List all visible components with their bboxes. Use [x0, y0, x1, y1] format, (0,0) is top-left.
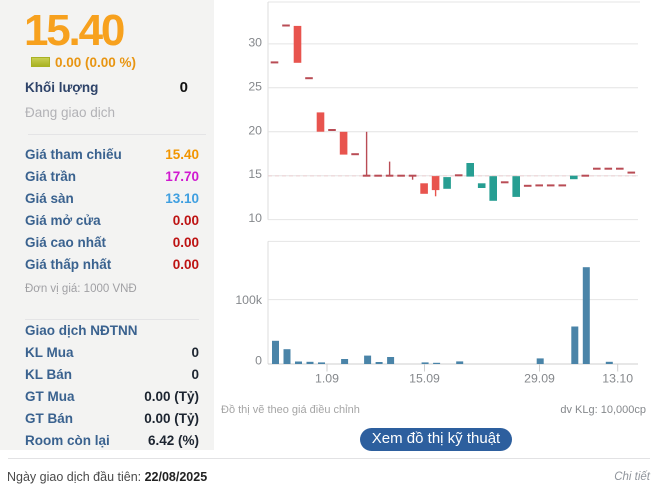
svg-text:30: 30 — [248, 35, 262, 49]
svg-text:15.09: 15.09 — [409, 372, 440, 386]
svg-text:20: 20 — [248, 123, 262, 137]
svg-text:10: 10 — [248, 211, 262, 225]
svg-text:15: 15 — [248, 167, 262, 181]
svg-text:0: 0 — [255, 354, 262, 368]
svg-text:1.09: 1.09 — [315, 372, 339, 386]
svg-text:100k: 100k — [235, 293, 263, 307]
svg-text:25: 25 — [248, 79, 262, 93]
svg-text:13.10: 13.10 — [602, 372, 633, 386]
svg-text:29.09: 29.09 — [524, 372, 555, 386]
